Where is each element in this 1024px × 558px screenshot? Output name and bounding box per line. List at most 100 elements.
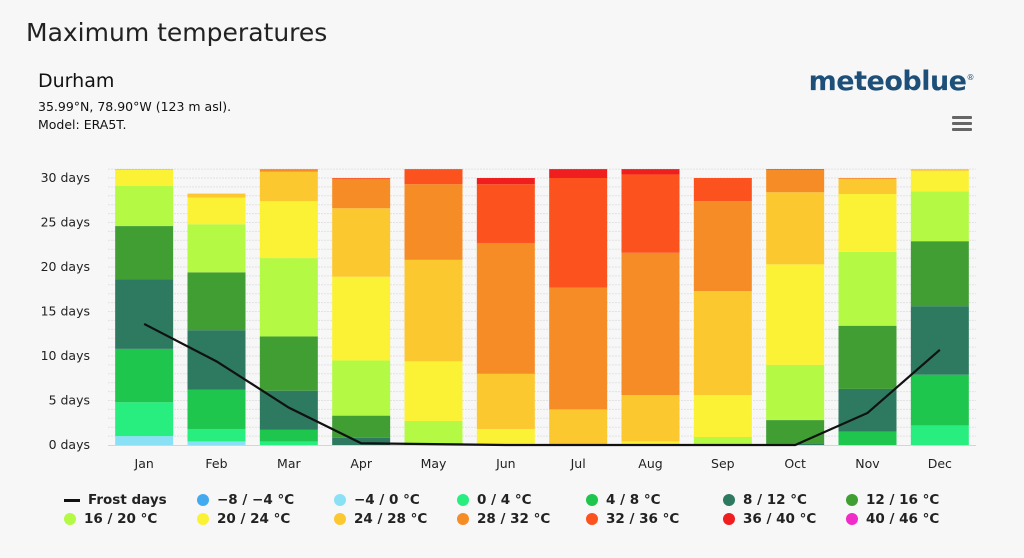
circle-swatch-icon [64, 513, 76, 525]
x-tick-label: Dec [928, 456, 952, 471]
legend-label: 20 / 24 °C [217, 511, 291, 527]
legend-item[interactable]: 32 / 36 °C [586, 511, 679, 527]
bar-segment [476, 178, 535, 185]
bar-segment [115, 348, 174, 403]
bar-segment [187, 193, 246, 198]
bar-segment [766, 420, 825, 444]
bar-segment [693, 395, 752, 437]
circle-swatch-icon [586, 513, 598, 525]
y-tick-label: 10 days [41, 348, 90, 363]
bar-segment [187, 224, 246, 273]
bar-segment [693, 178, 752, 202]
temperature-chart: 0 days 5 days 10 days 15 days 20 days 25 days… [41, 168, 976, 471]
legend-label: 8 / 12 °C [743, 492, 807, 508]
bar-segment [621, 252, 680, 396]
bar-segment [259, 429, 318, 442]
bar-segment [404, 259, 463, 362]
legend-item[interactable]: 36 / 40 °C [723, 511, 816, 527]
bar-segment [332, 276, 391, 361]
bar-segment [259, 390, 318, 430]
legend-item[interactable]: −4 / 0 °C [334, 492, 420, 508]
bar-segment [621, 169, 680, 175]
bar-segment [838, 178, 897, 179]
bar-segment [115, 169, 174, 170]
circle-swatch-icon [457, 494, 469, 506]
bar-segment [838, 194, 897, 252]
legend-item[interactable]: −8 / −4 °C [197, 492, 294, 508]
bar-segment [549, 409, 608, 445]
bar-segment [115, 186, 174, 227]
bar-segment [549, 169, 608, 178]
bar-segment [476, 428, 535, 445]
legend-label: Frost days [88, 492, 167, 508]
circle-swatch-icon [457, 513, 469, 525]
bar-segment [910, 425, 969, 445]
legend-item[interactable]: 20 / 24 °C [197, 511, 290, 527]
bar-segment [838, 325, 897, 389]
model-label: Model: ERA5T. [38, 117, 127, 132]
bar-segment [115, 279, 174, 349]
bar-segment [910, 374, 969, 426]
legend-label: 24 / 28 °C [354, 511, 428, 527]
bar-segment [259, 258, 318, 337]
legend-item[interactable]: 40 / 46 °C [846, 511, 939, 527]
legend-item[interactable]: 28 / 32 °C [457, 511, 550, 527]
bar-segment [259, 171, 318, 202]
hamburger-menu-icon[interactable] [952, 116, 972, 132]
bar-segment [766, 169, 825, 193]
bar-segment [910, 169, 969, 171]
bar-segment [838, 178, 897, 195]
bar-segment [332, 178, 391, 209]
legend-item[interactable]: 8 / 12 °C [723, 492, 807, 508]
legend-item[interactable]: 4 / 8 °C [586, 492, 660, 508]
x-tick-label: Jun [495, 456, 516, 471]
bar-segment [404, 184, 463, 260]
meteoblue-logo[interactable]: meteoblue® [808, 66, 975, 97]
circle-swatch-icon [846, 494, 858, 506]
circle-swatch-icon [586, 494, 598, 506]
bar-segment [115, 402, 174, 437]
legend-item[interactable]: Frost days [64, 492, 167, 508]
legend-label: 16 / 20 °C [84, 511, 158, 527]
bar-segment [187, 330, 246, 390]
legend-item[interactable]: 0 / 4 °C [457, 492, 531, 508]
bar-segment [838, 251, 897, 326]
bar-segment [549, 287, 608, 410]
legend-item[interactable]: 24 / 28 °C [334, 511, 427, 527]
y-tick-label: 5 days [49, 393, 90, 408]
x-tick-label: Mar [277, 456, 301, 471]
x-tick-label: Aug [638, 456, 662, 471]
circle-swatch-icon [846, 513, 858, 525]
bar-segment [404, 169, 463, 185]
bar-segment [838, 431, 897, 445]
bar-segment [621, 441, 680, 445]
bar-segment [693, 201, 752, 292]
bar-segment [187, 428, 246, 442]
circle-swatch-icon [723, 513, 735, 525]
legend-label: −8 / −4 °C [217, 492, 295, 508]
bar-segment [910, 170, 969, 192]
legend-item[interactable]: 16 / 20 °C [64, 511, 157, 527]
bar-segment [910, 191, 969, 242]
logo-text: meteoblue [808, 66, 967, 97]
location-name: Durham [38, 70, 115, 92]
circle-swatch-icon [334, 494, 346, 506]
bar-segment [332, 360, 391, 416]
circle-swatch-icon [723, 494, 735, 506]
bar-segment [332, 178, 391, 179]
bar-segment [693, 291, 752, 396]
bar-segment [115, 226, 174, 280]
x-tick-label: Sep [711, 456, 735, 471]
legend-item[interactable]: 12 / 16 °C [846, 492, 939, 508]
legend-label: −4 / 0 °C [354, 492, 420, 508]
bar-segment [187, 389, 246, 429]
bar-segment [766, 264, 825, 365]
legend-label: 32 / 36 °C [606, 511, 680, 527]
bar-segment [259, 169, 318, 172]
page-title: Maximum temperatures [26, 18, 328, 47]
bar-segment [766, 192, 825, 265]
bar-segment [332, 208, 391, 277]
bar-segment [259, 441, 318, 445]
legend-label: 36 / 40 °C [743, 511, 817, 527]
bar-segment [259, 201, 318, 259]
